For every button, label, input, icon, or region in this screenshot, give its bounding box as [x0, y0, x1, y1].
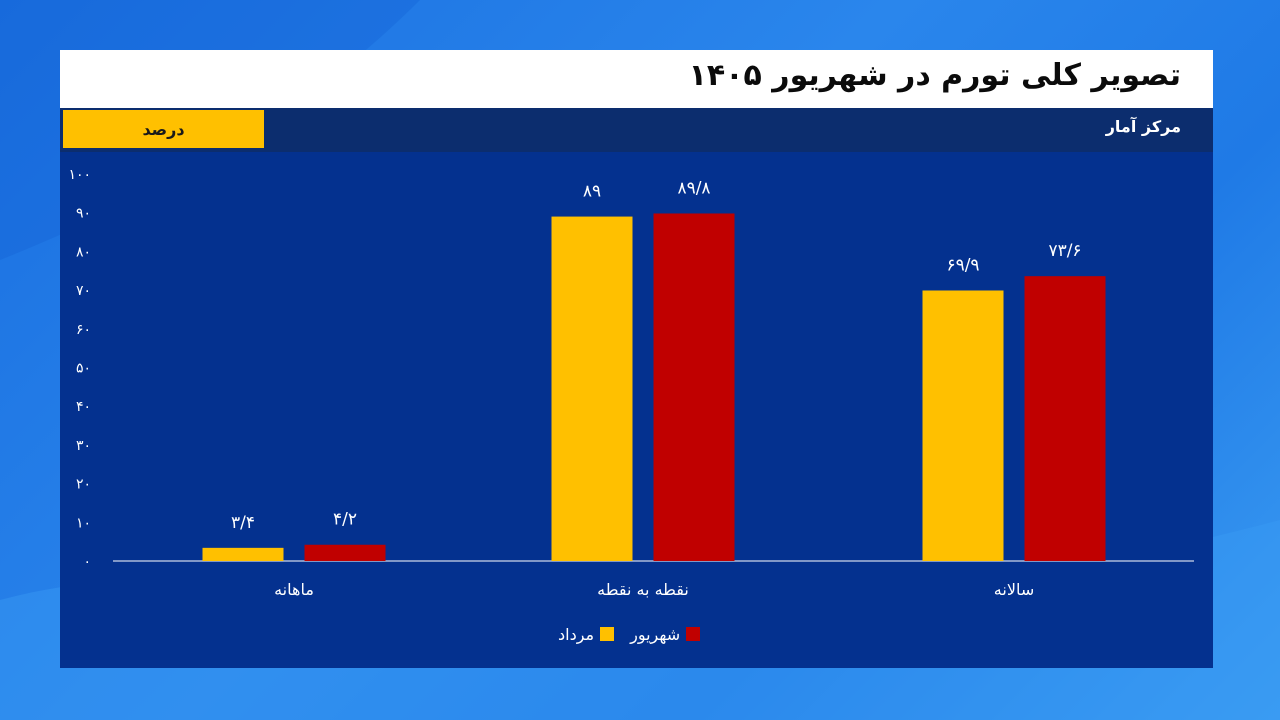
bar-shahrivar-0: [304, 544, 386, 561]
legend-label-mordad: مرداد: [558, 624, 595, 644]
y-tick-label: ۸۰: [76, 244, 91, 260]
y-tick-label: ۶۰: [76, 322, 91, 338]
y-tick-label: ۲۰: [76, 477, 91, 493]
data-labels-group: ۳/۴ ۴/۲ ۸۹ ۸۹/۸ ۶۹/۹ ۷۳/۶: [231, 178, 1081, 533]
data-label-mordad-0: ۳/۴: [231, 513, 255, 533]
y-tick-label: ۳۰: [76, 438, 91, 454]
legend-swatch-mordad: [600, 627, 615, 641]
page-title: تصویر کلی تورم در شهریور ۱۴۰۵: [688, 58, 1181, 93]
bar-mordad-1: [551, 216, 633, 561]
data-label-mordad-1: ۸۹: [583, 182, 601, 202]
y-tick-label: ۵۰: [76, 361, 91, 377]
bar-mordad-2: [922, 290, 1004, 561]
y-tick-label: ۱۰۰: [68, 167, 91, 183]
bar-chart: ۰ ۱۰ ۲۰ ۳۰ ۴۰ ۵۰ ۶۰ ۷۰ ۸۰ ۹۰ ۱۰۰ ۳/۴ ۴/۲ ۸۹ ۸۹/۸ ۶۹/۹ ۷…: [68, 167, 1194, 599]
source-label: مرکز آمار: [1105, 117, 1181, 136]
category-label-2: سالانه: [994, 580, 1034, 599]
data-label-mordad-2: ۶۹/۹: [946, 255, 979, 275]
legend: شهریور مرداد: [558, 622, 701, 646]
unit-label: درصد: [142, 119, 185, 139]
chart-card: تصویر کلی تورم در شهریور ۱۴۰۵ درصد مرکز …: [60, 50, 1213, 668]
title-bar: تصویر کلی تورم در شهریور ۱۴۰۵: [60, 50, 1213, 108]
y-axis-ticks: ۰ ۱۰ ۲۰ ۳۰ ۴۰ ۵۰ ۶۰ ۷۰ ۸۰ ۹۰ ۱۰۰: [68, 167, 91, 570]
data-label-shahrivar-1: ۸۹/۸: [677, 178, 710, 198]
legend-label-shahrivar: شهریور: [630, 624, 681, 644]
y-tick-label: ۱۰: [76, 515, 91, 531]
bar-shahrivar-1: [653, 213, 735, 561]
y-tick-label: ۷۰: [76, 283, 91, 299]
legend-item-mordad: مرداد: [558, 624, 615, 644]
category-labels-group: ماهانه نقطه به نقطه سالانه: [274, 580, 1034, 599]
data-label-shahrivar-2: ۷۳/۶: [1048, 241, 1081, 261]
bar-mordad-0: [202, 547, 284, 561]
bars-group: [202, 213, 1106, 561]
subtitle-bar: درصد مرکز آمار: [60, 108, 1213, 152]
category-label-0: ماهانه: [274, 580, 314, 599]
data-label-shahrivar-0: ۴/۲: [333, 510, 357, 530]
y-tick-label: ۹۰: [76, 206, 91, 222]
bar-shahrivar-2: [1024, 276, 1106, 561]
unit-badge: درصد: [63, 110, 264, 148]
y-tick-label: ۰: [83, 554, 91, 570]
category-label-1: نقطه به نقطه: [597, 580, 689, 599]
legend-item-shahrivar: شهریور: [630, 624, 701, 644]
legend-swatch-shahrivar: [686, 627, 701, 641]
y-tick-label: ۴۰: [76, 399, 91, 415]
